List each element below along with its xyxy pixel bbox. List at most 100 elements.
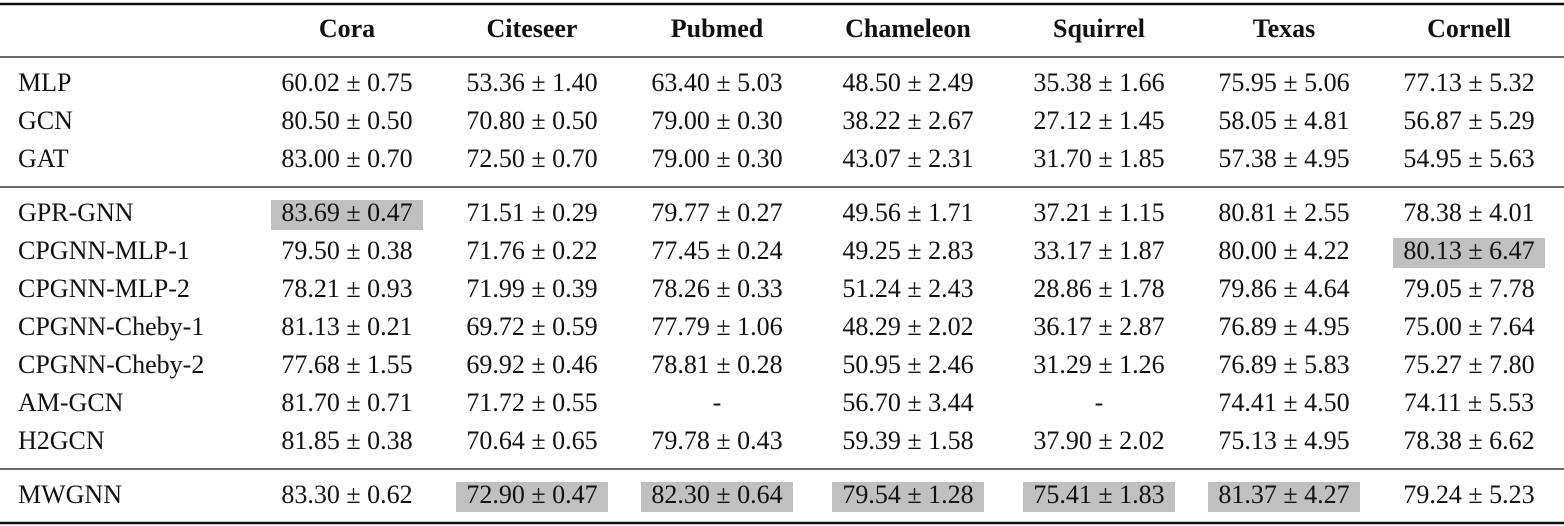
row-label: CPGNN-MLP-1 [18, 236, 190, 265]
cell: 77.68 ± 1.55 [281, 350, 412, 379]
cell: 79.86 ± 4.64 [1218, 274, 1349, 303]
cell: 57.38 ± 4.95 [1218, 144, 1349, 173]
cell: 31.29 ± 1.26 [1033, 350, 1164, 379]
cell: 81.13 ± 0.21 [281, 312, 412, 341]
row-label: H2GCN [18, 426, 105, 455]
row-label: CPGNN-Cheby-1 [18, 312, 204, 341]
cell: 75.41 ± 1.83 [1033, 480, 1164, 509]
highlight [1023, 482, 1175, 512]
cell: 77.45 ± 0.24 [651, 236, 782, 265]
cell: 75.13 ± 4.95 [1218, 426, 1349, 455]
cell: 81.37 ± 4.27 [1218, 480, 1349, 509]
cell: 76.89 ± 5.83 [1218, 350, 1349, 379]
cell: 83.00 ± 0.70 [281, 144, 412, 173]
row-label: GAT [18, 144, 69, 173]
cell: 37.21 ± 1.15 [1033, 198, 1164, 227]
cell: 72.90 ± 0.47 [466, 480, 597, 509]
cell: 59.39 ± 1.58 [842, 426, 973, 455]
highlight [832, 482, 984, 512]
cell: 35.38 ± 1.66 [1033, 68, 1164, 97]
cell: 48.50 ± 2.49 [842, 68, 973, 97]
cell: 79.05 ± 7.78 [1403, 274, 1534, 303]
cell: 48.29 ± 2.02 [842, 312, 973, 341]
cell: 71.76 ± 0.22 [466, 236, 597, 265]
cell: 83.69 ± 0.47 [281, 198, 412, 227]
row-label: MLP [18, 68, 71, 97]
cell: 53.36 ± 1.40 [466, 68, 597, 97]
cell: 63.40 ± 5.03 [651, 68, 782, 97]
row-label: GCN [18, 106, 73, 135]
cell: 70.80 ± 0.50 [466, 106, 597, 135]
cell: 79.24 ± 5.23 [1403, 480, 1534, 509]
highlight [271, 200, 423, 230]
cell: 75.95 ± 5.06 [1218, 68, 1349, 97]
cell: 38.22 ± 2.67 [842, 106, 973, 135]
cell: 71.51 ± 0.29 [466, 198, 597, 227]
cell: 74.11 ± 5.53 [1404, 388, 1534, 417]
cell: 79.00 ± 0.30 [651, 144, 782, 173]
column-header: Pubmed [671, 14, 764, 43]
cell: 79.78 ± 0.43 [651, 426, 782, 455]
cell: 78.38 ± 6.62 [1403, 426, 1534, 455]
column-header: Chameleon [845, 14, 971, 43]
cell: 82.30 ± 0.64 [651, 480, 782, 509]
cell: 80.00 ± 4.22 [1218, 236, 1349, 265]
cell: 80.81 ± 2.55 [1218, 198, 1349, 227]
cell: 81.70 ± 0.71 [281, 388, 412, 417]
highlight [641, 482, 793, 512]
cell: 70.64 ± 0.65 [466, 426, 597, 455]
cell: 80.13 ± 6.47 [1403, 236, 1534, 265]
cell: 79.50 ± 0.38 [281, 236, 412, 265]
cell: 58.05 ± 4.81 [1218, 106, 1349, 135]
column-header: Cora [319, 14, 375, 43]
cell: 36.17 ± 2.87 [1033, 312, 1164, 341]
cell: 83.30 ± 0.62 [281, 480, 412, 509]
cell: 77.79 ± 1.06 [651, 312, 782, 341]
cell: 54.95 ± 5.63 [1403, 144, 1534, 173]
cell: 80.50 ± 0.50 [281, 106, 412, 135]
cell: 79.77 ± 0.27 [651, 198, 782, 227]
cell: 79.00 ± 0.30 [651, 106, 782, 135]
highlight [1393, 238, 1545, 268]
cell: 78.21 ± 0.93 [281, 274, 412, 303]
cell: 76.89 ± 4.95 [1218, 312, 1349, 341]
column-header: Squirrel [1053, 14, 1145, 43]
cell: 56.87 ± 5.29 [1403, 106, 1534, 135]
cell: 33.17 ± 1.87 [1033, 236, 1164, 265]
row-label: AM-GCN [18, 388, 124, 417]
cell: 27.12 ± 1.45 [1033, 106, 1164, 135]
cell: - [713, 388, 722, 417]
cell: 79.54 ± 1.28 [842, 480, 973, 509]
cell: 71.72 ± 0.55 [466, 388, 597, 417]
row-label: CPGNN-Cheby-2 [18, 350, 204, 379]
cell: 31.70 ± 1.85 [1033, 144, 1164, 173]
highlight [1208, 482, 1360, 512]
cell: 50.95 ± 2.46 [842, 350, 973, 379]
cell: 75.27 ± 7.80 [1403, 350, 1534, 379]
cell: 78.81 ± 0.28 [651, 350, 782, 379]
column-header: Texas [1253, 14, 1316, 43]
cell: 81.85 ± 0.38 [281, 426, 412, 455]
cell: 56.70 ± 3.44 [842, 388, 973, 417]
cell: 77.13 ± 5.32 [1403, 68, 1534, 97]
cell: 69.72 ± 0.59 [466, 312, 597, 341]
cell: 69.92 ± 0.46 [466, 350, 597, 379]
column-header: Citeseer [487, 14, 578, 43]
cell: 49.56 ± 1.71 [842, 198, 973, 227]
cell: 49.25 ± 2.83 [842, 236, 973, 265]
cell: 75.00 ± 7.64 [1403, 312, 1534, 341]
highlight [456, 482, 608, 512]
column-header: Cornell [1427, 14, 1511, 43]
row-label: MWGNN [18, 480, 122, 509]
cell: 74.41 ± 4.50 [1218, 388, 1349, 417]
cell: 78.38 ± 4.01 [1403, 198, 1534, 227]
cell: 60.02 ± 0.75 [281, 68, 412, 97]
cell: 78.26 ± 0.33 [651, 274, 782, 303]
row-label: GPR-GNN [18, 198, 134, 227]
cell: 37.90 ± 2.02 [1033, 426, 1164, 455]
row-label: CPGNN-MLP-2 [18, 274, 190, 303]
cell: 72.50 ± 0.70 [466, 144, 597, 173]
cell: 43.07 ± 2.31 [842, 144, 973, 173]
